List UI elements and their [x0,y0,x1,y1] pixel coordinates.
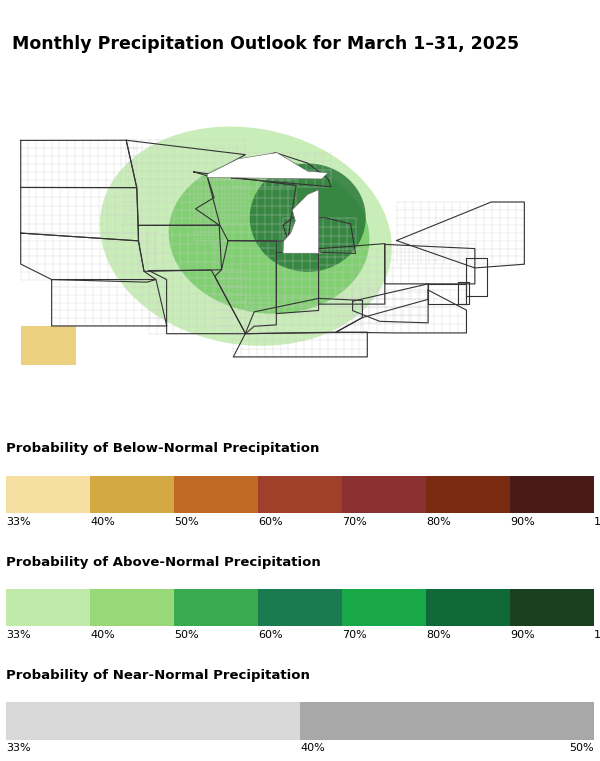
Bar [510,476,594,513]
Bar [90,589,174,626]
Bar [90,476,174,513]
Polygon shape [207,153,328,179]
Ellipse shape [169,158,370,314]
Text: 33%: 33% [6,743,31,753]
Bar [174,476,258,513]
Text: 60%: 60% [258,517,283,527]
Bar [6,589,90,626]
Bar [174,589,258,626]
Text: 50%: 50% [174,630,199,640]
Ellipse shape [250,164,366,272]
Bar [426,476,510,513]
Text: 40%: 40% [90,517,115,527]
Text: 33%: 33% [6,517,31,527]
Text: 80%: 80% [426,630,451,640]
Text: 33%: 33% [6,630,31,640]
Bar [300,702,594,740]
Polygon shape [283,189,323,253]
Text: 70%: 70% [342,630,367,640]
Text: Monthly Precipitation Outlook for March 1–31, 2025: Monthly Precipitation Outlook for March … [12,35,519,53]
Text: 90%: 90% [510,517,535,527]
Text: 80%: 80% [426,517,451,527]
Ellipse shape [100,126,392,346]
Text: 40%: 40% [90,630,115,640]
Text: 60%: 60% [258,630,283,640]
Text: 50%: 50% [174,517,199,527]
Bar [510,589,594,626]
Text: Probability of Above-Normal Precipitation: Probability of Above-Normal Precipitatio… [6,556,321,568]
Text: 70%: 70% [342,517,367,527]
Text: 100%: 100% [594,630,600,640]
Bar [342,589,426,626]
Polygon shape [21,326,76,365]
Text: Probability of Below-Normal Precipitation: Probability of Below-Normal Precipitatio… [6,442,319,455]
Text: 100%: 100% [594,517,600,527]
Bar [6,702,300,740]
Bar [342,476,426,513]
Text: 50%: 50% [569,743,594,753]
Bar [6,476,90,513]
Text: 40%: 40% [300,743,325,753]
Bar [258,589,342,626]
Text: 90%: 90% [510,630,535,640]
Bar [258,476,342,513]
Bar [426,589,510,626]
Text: Probability of Near-Normal Precipitation: Probability of Near-Normal Precipitation [6,669,310,682]
